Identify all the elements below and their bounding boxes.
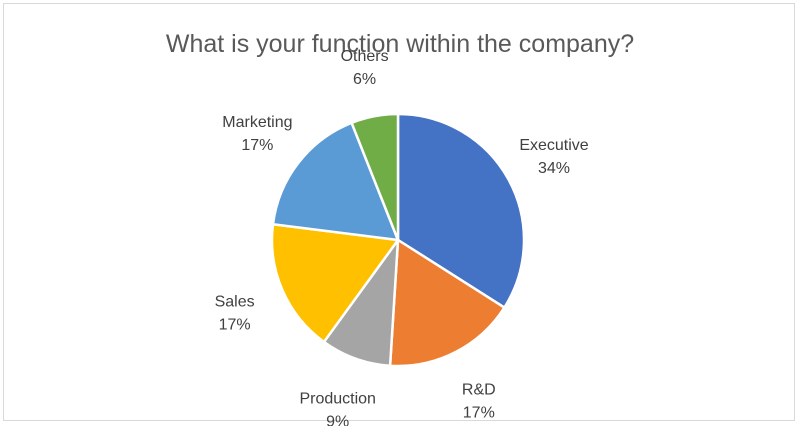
value-label-production: 9%: [326, 414, 349, 426]
value-label-executive: 34%: [538, 160, 570, 177]
value-label-randd: 17%: [463, 405, 495, 422]
category-label-marketing: Marketing: [222, 114, 292, 131]
pie-slice-marketing: [271, 121, 400, 242]
category-label-sales: Sales: [215, 294, 255, 311]
data-label-marketing: Marketing 17%: [222, 114, 292, 154]
pie-slice-others: [350, 112, 400, 242]
data-label-others: Others 6%: [341, 48, 389, 88]
data-label-randd: R&D 17%: [462, 382, 496, 422]
value-label-sales: 17%: [219, 317, 251, 334]
data-label-sales: Sales 17%: [215, 294, 255, 334]
category-label-randd: R&D: [462, 382, 496, 399]
value-label-marketing: 17%: [241, 137, 273, 154]
pie-labels: Executive 34%R&D 17%Production 9%Sales 17%Ma…: [215, 48, 589, 426]
pie-slice-randd: [388, 238, 506, 368]
data-label-executive: Executive 34%: [519, 137, 588, 177]
category-label-others: Others: [341, 48, 389, 65]
data-label-production: Production 9%: [299, 391, 376, 426]
chart-title: What is your function within the company…: [165, 30, 635, 58]
category-label-executive: Executive: [519, 137, 588, 154]
value-label-others: 6%: [353, 71, 376, 88]
category-label-production: Production: [299, 391, 376, 408]
pie-slice-sales: [270, 222, 400, 344]
pie-slices: [270, 112, 526, 368]
